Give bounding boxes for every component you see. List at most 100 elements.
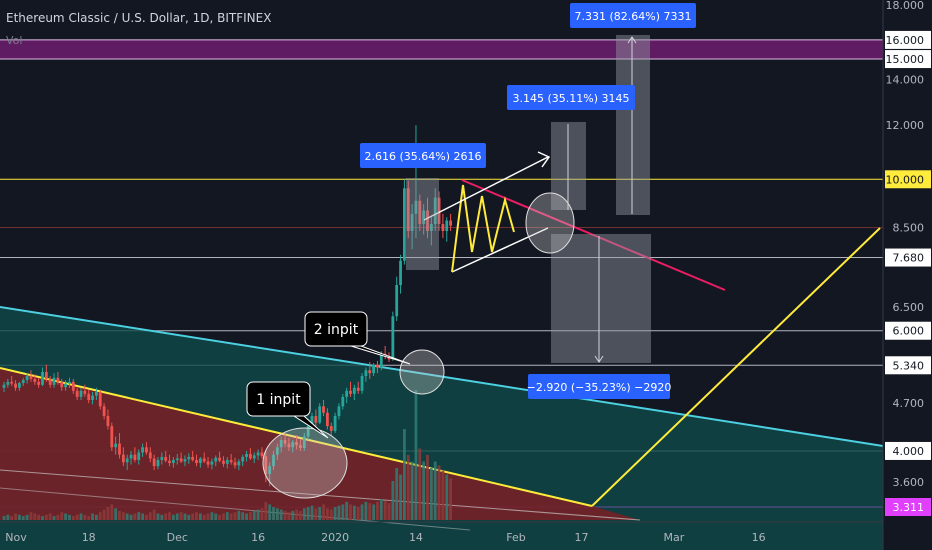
y-price-tag[interactable] (885, 248, 931, 267)
candle-body[interactable] (379, 353, 383, 368)
candle-body[interactable] (256, 452, 260, 456)
candle-body[interactable] (218, 457, 221, 461)
candle-body[interactable] (118, 443, 121, 455)
y-price-tag[interactable] (885, 50, 931, 69)
candle-body[interactable] (133, 454, 137, 460)
candle-body[interactable] (33, 378, 37, 382)
y-price-tag[interactable] (885, 356, 931, 375)
candle-body[interactable] (399, 260, 402, 286)
candle-body[interactable] (429, 223, 433, 231)
candle-body[interactable] (160, 456, 164, 460)
candle-body[interactable] (433, 197, 437, 224)
candle-body[interactable] (21, 380, 25, 384)
candle-body[interactable] (329, 426, 333, 431)
candle-body[interactable] (60, 381, 64, 388)
candle-body[interactable] (29, 376, 33, 379)
candle-body[interactable] (333, 416, 337, 431)
y-price-tag[interactable] (885, 441, 931, 460)
candle-body[interactable] (95, 391, 98, 396)
candle-body[interactable] (283, 440, 287, 444)
candle-body[interactable] (141, 447, 144, 453)
candle-body[interactable] (414, 200, 418, 214)
candle-body[interactable] (87, 393, 91, 400)
candle-body[interactable] (210, 461, 214, 465)
candle-body[interactable] (364, 370, 368, 377)
candle-body[interactable] (79, 390, 83, 397)
candle-body[interactable] (195, 459, 198, 464)
candle-body[interactable] (422, 210, 426, 224)
candle-body[interactable] (356, 387, 360, 391)
candle-body[interactable] (75, 390, 79, 397)
measure-label-box[interactable] (570, 3, 696, 28)
candle-body[interactable] (168, 460, 171, 464)
candle-body[interactable] (406, 188, 410, 231)
candle-body[interactable] (183, 459, 187, 462)
candle-body[interactable] (56, 377, 60, 382)
candle-body[interactable] (341, 396, 345, 407)
candle-body[interactable] (376, 364, 379, 368)
y-price-tag[interactable] (885, 498, 931, 516)
candle-body[interactable] (179, 458, 183, 462)
candle-body[interactable] (137, 452, 141, 460)
candle-body[interactable] (25, 376, 29, 381)
candle-body[interactable] (18, 383, 21, 388)
candle-body[interactable] (187, 456, 191, 460)
candle-body[interactable] (326, 412, 329, 427)
candle-body[interactable] (360, 376, 364, 391)
callout-box[interactable] (304, 311, 368, 347)
candle-body[interactable] (449, 220, 452, 226)
candle-body[interactable] (202, 458, 206, 462)
y-price-tag[interactable] (885, 170, 931, 189)
candle-body[interactable] (114, 443, 118, 448)
candle-body[interactable] (37, 381, 41, 385)
candle-body[interactable] (233, 462, 237, 466)
candle-body[interactable] (98, 391, 102, 407)
candle-body[interactable] (175, 458, 179, 460)
candle-body[interactable] (222, 460, 225, 464)
candle-body[interactable] (260, 452, 264, 457)
candle-body[interactable] (249, 453, 252, 459)
candle-body[interactable] (352, 387, 356, 394)
candle-body[interactable] (237, 461, 241, 466)
candle-body[interactable] (299, 445, 302, 448)
candle-body[interactable] (2, 384, 6, 388)
candle-body[interactable] (279, 440, 283, 448)
drawings-layer[interactable]: 2.616 (35.64%) 2616 3.145 (35.11%) 3145 7.… (246, 3, 726, 499)
candle-body[interactable] (272, 454, 275, 467)
candle-body[interactable] (44, 372, 48, 379)
candle-body[interactable] (191, 456, 195, 460)
candle-body[interactable] (268, 466, 272, 475)
candle-body[interactable] (306, 426, 310, 437)
candle-body[interactable] (71, 381, 75, 391)
candle-body[interactable] (198, 458, 202, 464)
candle-body[interactable] (164, 456, 168, 461)
candle-body[interactable] (302, 436, 306, 448)
candle-body[interactable] (91, 395, 94, 400)
candle-body[interactable] (241, 456, 245, 462)
candle-body[interactable] (41, 372, 44, 385)
candle-body[interactable] (403, 188, 406, 261)
measure-label-box[interactable] (507, 85, 635, 110)
candle-body[interactable] (314, 416, 318, 423)
candle-body[interactable] (172, 459, 175, 464)
candle-body[interactable] (129, 454, 133, 459)
candle-body[interactable] (395, 285, 399, 317)
y-axis[interactable]: 18.000 14.000 12.000 8.500 6.500 4.700 3.600 16… (882, 0, 932, 550)
y-price-tag[interactable] (885, 30, 931, 49)
candle-body[interactable] (295, 442, 298, 446)
candle-body[interactable] (145, 447, 148, 453)
candle-body[interactable] (125, 458, 129, 463)
x-axis[interactable]: Nov 18 Dec 16 2020 14 Feb 17 Mar 16 (0, 521, 883, 544)
candle-body[interactable] (445, 220, 449, 231)
candle-body[interactable] (345, 390, 349, 397)
candle-body[interactable] (437, 197, 441, 224)
candle-body[interactable] (156, 459, 160, 467)
candle-body[interactable] (252, 455, 256, 459)
y-price-tag[interactable] (885, 321, 931, 340)
candle-body[interactable] (372, 364, 375, 374)
candle-body[interactable] (275, 447, 279, 455)
candle-body[interactable] (291, 442, 295, 448)
candle-body[interactable] (121, 454, 125, 463)
measure-label-box[interactable] (360, 143, 486, 168)
